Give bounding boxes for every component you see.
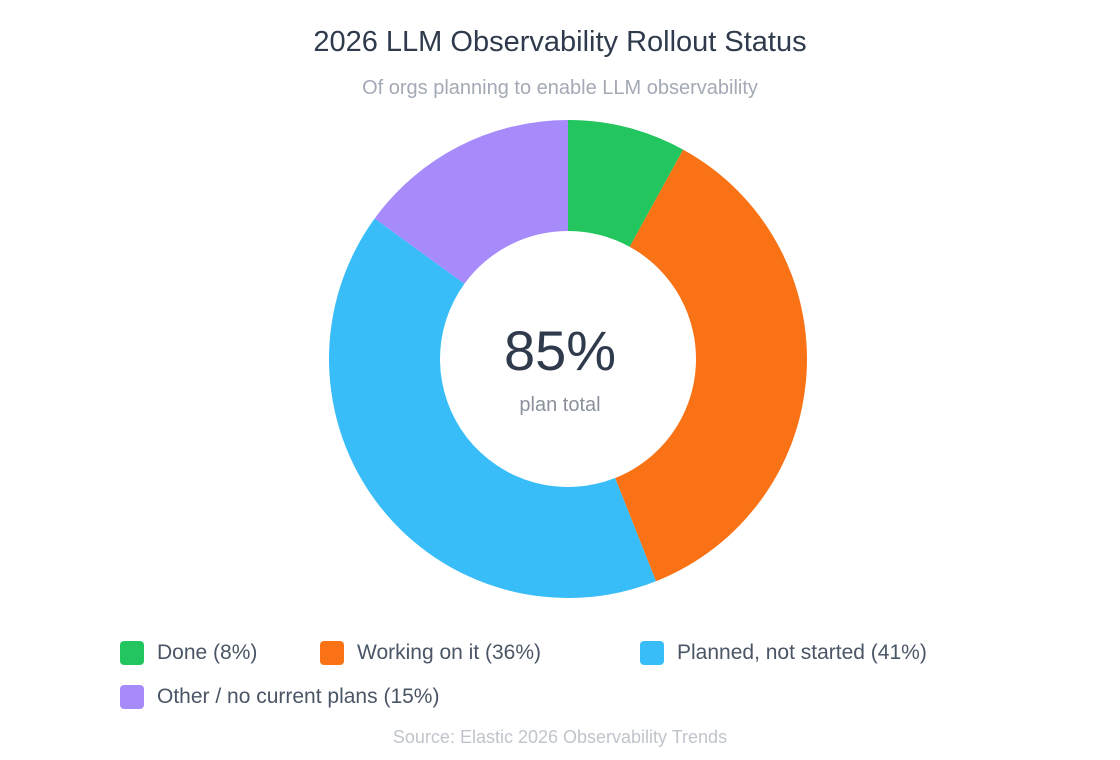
legend-swatch-planned-not-started [640,641,664,665]
legend-item-other: Other / no current plans (15%) [120,684,439,710]
legend-label-other: Other / no current plans (15%) [157,685,440,708]
legend-swatch-done [120,641,144,665]
donut-slice-planned-not-started [329,218,656,598]
legend-swatch-working-on-it [320,641,344,665]
center-value: 85% [503,319,617,382]
legend-label-done: Done (8%) [157,641,258,664]
donut-slice-working-on-it [615,149,807,582]
legend-item-planned-not-started: Planned, not started (41%) [640,640,927,666]
source-note: Source: Elastic 2026 Observability Trend… [392,727,728,747]
legend-label-planned-not-started: Planned, not started (41%) [677,641,927,664]
legend-item-done: Done (8%) [120,640,257,666]
legend-swatch-other [120,685,144,709]
legend-item-working-on-it: Working on it (36%) [320,640,541,666]
donut-slice-other [374,120,568,284]
chart-title: 2026 LLM Observability Rollout Status [313,26,807,58]
chart-subtitle: Of orgs planning to enable LLM observabi… [362,77,758,99]
legend-label-working-on-it: Working on it (36%) [357,641,542,664]
donut-slice-done [568,120,684,247]
center-label: plan total [519,394,601,416]
